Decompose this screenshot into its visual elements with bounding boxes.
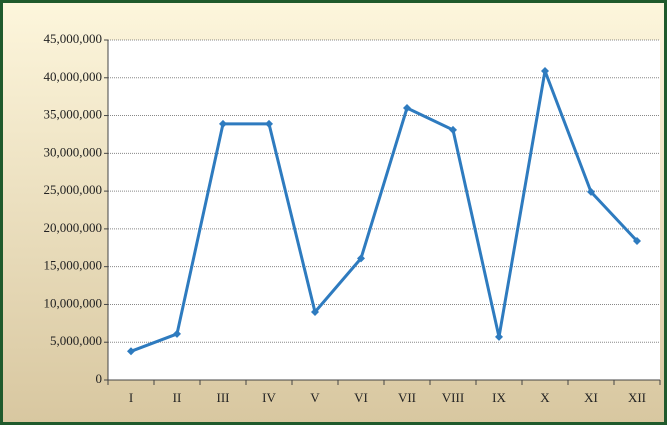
y-tick-label: 35,000,000: [44, 107, 103, 122]
data-point: [633, 236, 641, 245]
x-tick-label: VI: [354, 390, 368, 405]
x-tick-label: X: [540, 390, 550, 405]
data-point: [495, 332, 503, 341]
x-tick-label: VIII: [442, 390, 464, 405]
x-tick-label: IX: [492, 390, 506, 405]
y-tick-label: 10,000,000: [44, 295, 103, 310]
data-point: [587, 187, 595, 196]
data-point: [541, 66, 549, 75]
x-tick-label: V: [310, 390, 320, 405]
y-tick-label: 15,000,000: [44, 258, 103, 273]
x-tick-label: I: [129, 390, 133, 405]
x-tick-label: VII: [398, 390, 416, 405]
data-point: [219, 119, 227, 128]
data-point: [403, 104, 411, 112]
data-point: [311, 308, 319, 316]
y-tick-label: 45,000,000: [44, 31, 103, 46]
y-tick-label: 25,000,000: [44, 182, 103, 197]
x-tick-label: XI: [584, 390, 598, 405]
plot-area: [108, 40, 660, 380]
y-tick-label: 40,000,000: [44, 69, 103, 84]
y-tick-label: 5,000,000: [50, 333, 102, 348]
x-tick-label: II: [173, 390, 182, 405]
x-tick-label: XII: [628, 390, 646, 405]
data-point: [127, 347, 135, 356]
data-point: [173, 329, 181, 338]
data-point: [265, 119, 273, 128]
y-tick-label: 30,000,000: [44, 144, 103, 159]
data-point: [357, 254, 365, 263]
data-point: [449, 125, 457, 134]
x-tick-label: IV: [262, 390, 276, 405]
x-tick-label: III: [217, 390, 230, 405]
y-tick-label: 20,000,000: [44, 220, 103, 235]
y-tick-label: 0: [96, 371, 103, 386]
series-line: [130, 69, 639, 353]
